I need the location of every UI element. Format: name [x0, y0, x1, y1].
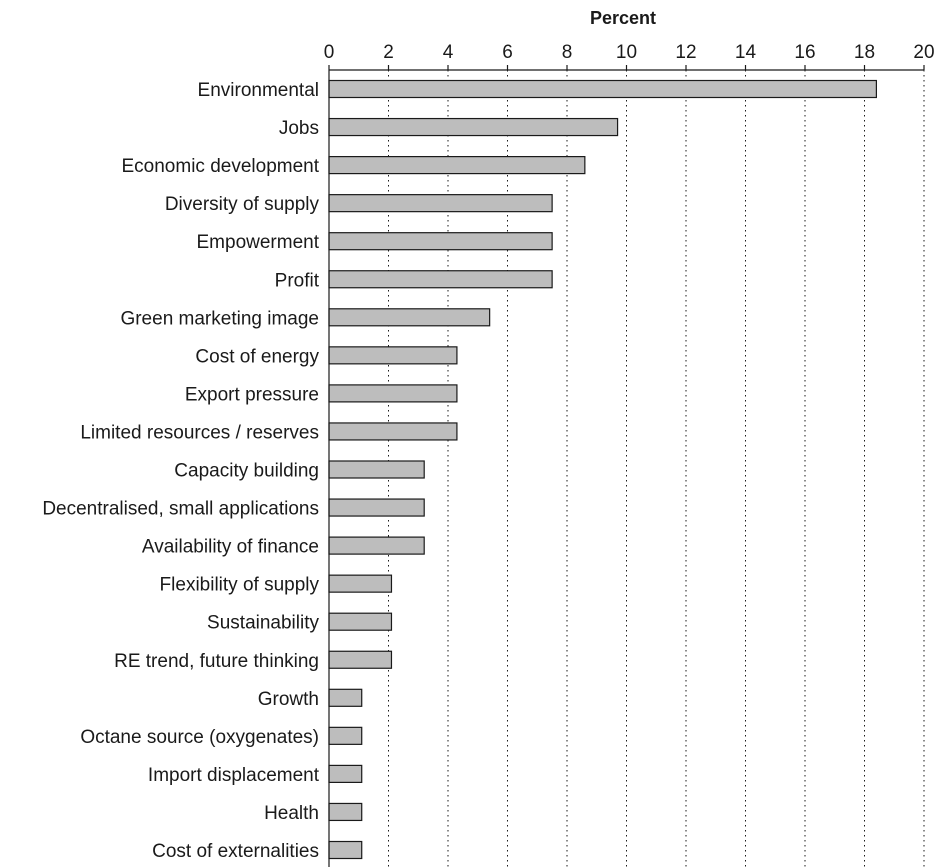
category-label: Octane source (oxygenates)	[80, 727, 319, 748]
x-tick-label: 20	[913, 42, 934, 63]
category-label: Environmental	[198, 80, 319, 101]
bar	[328, 384, 458, 403]
category-label: Growth	[258, 689, 319, 710]
x-tick-label: 16	[794, 42, 815, 63]
category-label: Export pressure	[185, 384, 319, 405]
bar	[328, 346, 458, 365]
bar	[328, 650, 393, 669]
category-label: Import displacement	[148, 765, 320, 786]
x-tick-label: 6	[502, 42, 513, 63]
x-tick-label: 18	[854, 42, 875, 63]
category-label: Health	[264, 803, 319, 824]
x-tick-label: 2	[383, 42, 394, 63]
bar	[328, 308, 491, 327]
x-tick-label: 0	[324, 42, 335, 63]
bar	[328, 688, 363, 707]
category-label: Cost of externalities	[152, 841, 319, 862]
category-label: Availability of finance	[142, 537, 319, 558]
bar	[328, 726, 363, 745]
bar	[328, 612, 393, 631]
bar	[328, 802, 363, 822]
x-tick-label: 14	[735, 42, 757, 63]
category-label: Diversity of supply	[165, 194, 320, 215]
bar	[328, 498, 425, 517]
x-tick-label: 4	[443, 42, 454, 63]
bar	[328, 574, 393, 593]
category-labels: Environmental Jobs Economic development Div…	[42, 80, 319, 862]
category-label: RE trend, future thinking	[114, 651, 319, 672]
category-label: Limited resources / reserves	[80, 422, 319, 443]
category-label: Capacity building	[174, 461, 319, 482]
category-label: Decentralised, small applications	[42, 499, 319, 520]
bar	[328, 79, 878, 99]
category-label: Flexibility of supply	[160, 575, 320, 596]
bar	[328, 764, 363, 784]
bar	[328, 194, 553, 213]
x-tick-label: 10	[616, 42, 637, 63]
bar	[328, 156, 586, 175]
gridlines	[388, 70, 925, 867]
category-label: Green marketing image	[120, 308, 319, 329]
x-axis-title: Percent	[590, 8, 656, 28]
x-tick-label: 12	[675, 42, 696, 63]
x-axis-ticks: 0 2 4 6 8 10 12 14 16 18 20	[324, 42, 935, 70]
bars	[328, 79, 878, 860]
category-label: Profit	[275, 270, 320, 291]
bar	[328, 270, 553, 289]
bar	[328, 840, 363, 860]
bar	[328, 460, 425, 479]
bar	[328, 536, 425, 555]
bar	[328, 117, 619, 137]
category-label: Cost of energy	[195, 346, 319, 367]
category-label: Economic development	[122, 156, 320, 177]
x-tick-label: 8	[562, 42, 573, 63]
bar	[328, 232, 553, 251]
category-label: Empowerment	[197, 232, 320, 253]
category-label: Jobs	[279, 118, 319, 139]
bar	[328, 422, 458, 441]
category-label: Sustainability	[207, 613, 319, 634]
